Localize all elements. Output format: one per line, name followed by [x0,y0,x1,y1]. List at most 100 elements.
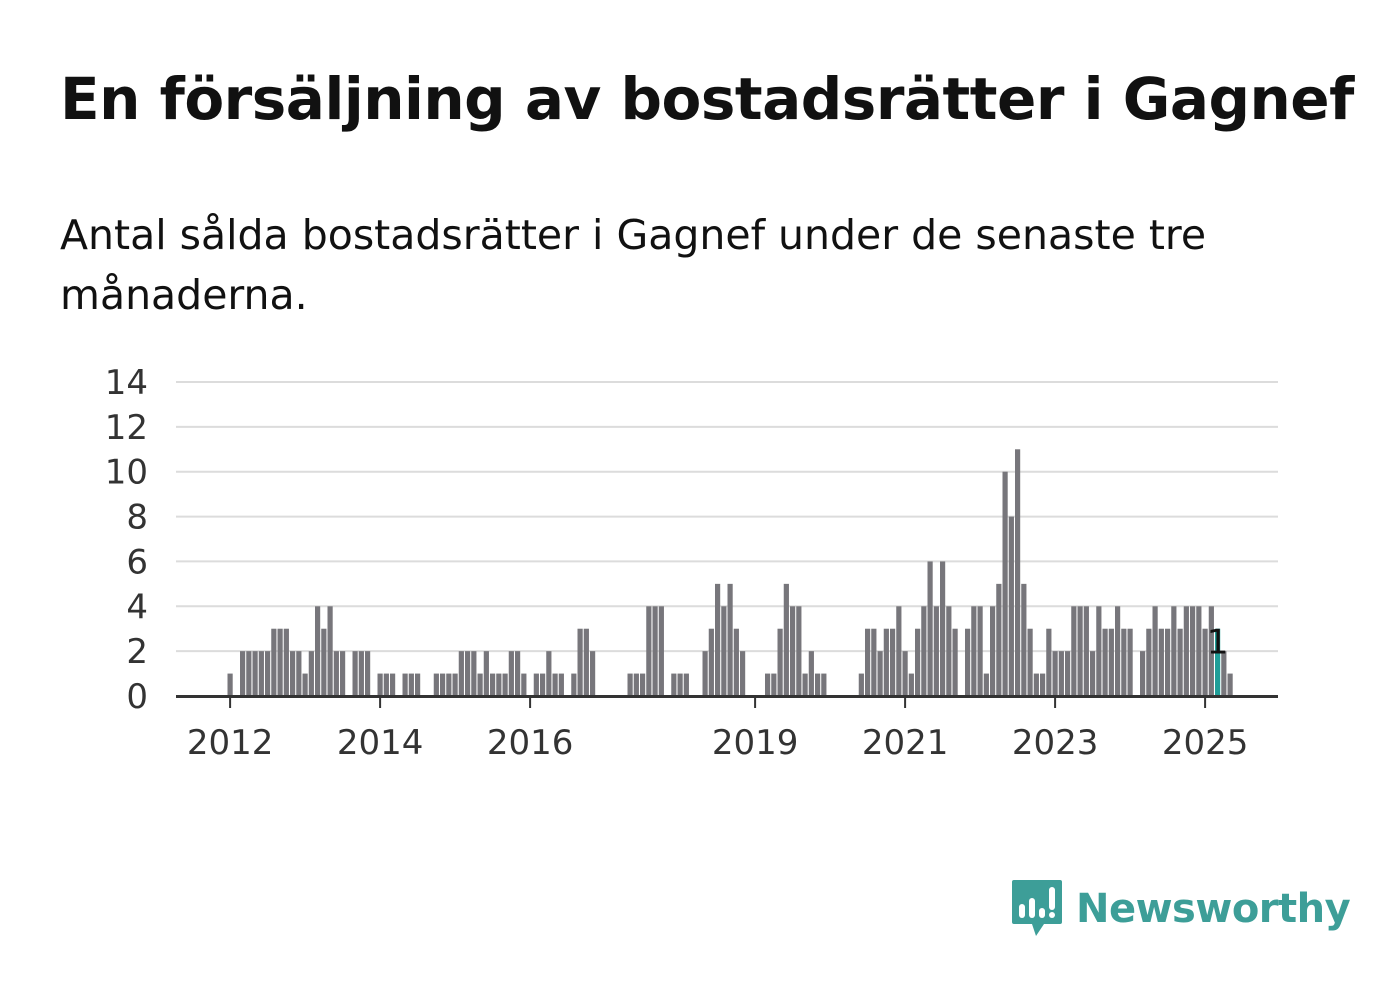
bar [990,606,996,696]
bar [1158,628,1164,696]
bar [540,673,546,696]
x-tick-label: 2025 [1162,723,1249,763]
bar [383,673,389,696]
bar [721,606,727,696]
bar [1227,673,1233,696]
bar [946,606,952,696]
bar [302,673,308,696]
bar [477,673,483,696]
bar [627,673,633,696]
bar [408,673,414,696]
bar [508,651,514,696]
bar [771,673,777,696]
bar [1183,606,1189,696]
bar [577,628,583,696]
bar [571,673,577,696]
bar [927,561,933,696]
y-tick-label: 0 [126,677,148,717]
bar [502,673,508,696]
bar [258,651,264,696]
bar [552,673,558,696]
bar [458,651,464,696]
bar [1221,651,1227,696]
y-tick-label: 14 [105,363,148,403]
chart-subtitle: Antal sålda bostadsrätter i Gagnef under… [60,211,1207,319]
y-tick-label: 10 [105,453,148,493]
bar [1177,628,1183,696]
bar [983,673,989,696]
brand-logo[interactable]: Newsworthy [1010,878,1351,940]
bar [671,673,677,696]
y-tick-label: 2 [126,632,148,672]
bar [677,673,683,696]
bar [433,673,439,696]
bar [1202,628,1208,696]
bar [908,673,914,696]
bar [1121,628,1127,696]
bar [1190,606,1196,696]
bar [740,651,746,696]
bar [1033,673,1039,696]
x-tick-label: 2016 [487,723,574,763]
bar [683,673,689,696]
bar [996,583,1002,696]
bar [471,651,477,696]
bar [308,651,314,696]
bar [440,673,446,696]
bar [902,651,908,696]
y-tick-label: 6 [126,542,148,582]
bar [777,628,783,696]
bar [1046,628,1052,696]
bar [708,628,714,696]
bar [865,628,871,696]
bar [1052,651,1058,696]
bar [940,561,946,696]
bar [1008,516,1014,696]
newsworthy-logo-icon [1012,880,1062,936]
chart-title: En försäljning av bostadsrätter i Gagnef [60,65,1354,133]
bar [365,651,371,696]
bar [402,673,408,696]
highlight-bar [1215,628,1221,696]
bar [1058,651,1064,696]
bar [283,628,289,696]
bar [1140,651,1146,696]
bar [652,606,658,696]
bar [533,673,539,696]
y-tick-label: 12 [105,408,148,448]
bar [1108,628,1114,696]
x-axis-ticks: 2012 2014 2016 2019 2021 2023 2025 [187,696,1249,763]
bar [415,673,421,696]
bar [358,651,364,696]
x-tick-label: 2023 [1012,723,1099,763]
bar [240,651,246,696]
bar [1165,628,1171,696]
bar [1040,673,1046,696]
bar [702,651,708,696]
bar [1146,628,1152,696]
bar [883,628,889,696]
bar [821,673,827,696]
bar [952,628,958,696]
bar [1083,606,1089,696]
bar [333,651,339,696]
bar [277,628,283,696]
bar [465,651,471,696]
bar [352,651,358,696]
bar [483,651,489,696]
bar [1065,651,1071,696]
bar [340,651,346,696]
bar [1152,606,1158,696]
bar [965,628,971,696]
bar [971,606,977,696]
bar [733,628,739,696]
bar [640,673,646,696]
bar [933,606,939,696]
bar [583,628,589,696]
bar [1027,628,1033,696]
bar [490,673,496,696]
highlight-value-label: 1 [1207,623,1229,663]
bar [1127,628,1133,696]
bar [783,583,789,696]
bars [227,449,1233,696]
